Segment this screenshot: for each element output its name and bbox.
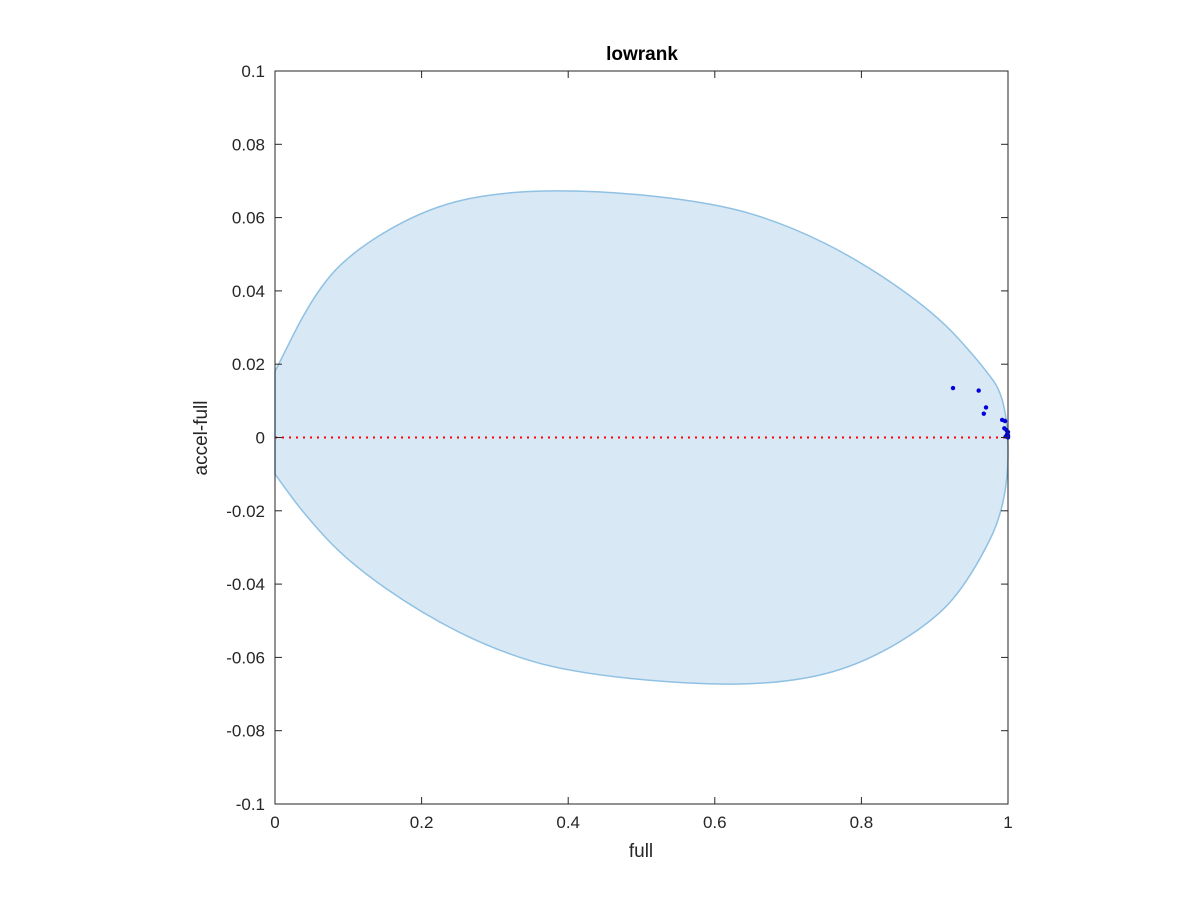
y-tick-label: -0.08 — [226, 722, 265, 741]
x-tick-label: 0.2 — [410, 813, 434, 832]
data-point — [983, 405, 989, 410]
y-tick-label: -0.02 — [226, 502, 265, 521]
chart-title: lowrank — [606, 44, 678, 65]
y-tick-label: 0.08 — [232, 135, 265, 154]
y-tick-label: 0.06 — [232, 209, 265, 228]
data-point — [950, 385, 956, 391]
y-tick-label: -0.1 — [236, 795, 265, 814]
x-tick-label: 0.8 — [850, 813, 874, 832]
y-axis-title: accel-full — [191, 401, 212, 476]
x-axis-ticks: 0 0.2 0.4 0.6 0.8 1 — [270, 71, 1013, 832]
x-tick-label: 0.6 — [703, 813, 727, 832]
y-tick-label: 0.04 — [232, 282, 265, 301]
x-tick-label: 0 — [270, 813, 279, 832]
data-point — [981, 411, 987, 416]
x-tick-label: 0.4 — [556, 813, 580, 832]
x-tick-label: 1 — [1003, 813, 1012, 832]
y-tick-label: -0.04 — [226, 575, 265, 594]
y-axis-ticks: -0.1 -0.08 -0.06 -0.04 -0.02 0 0.02 0.04 0.06 0.0… — [226, 62, 1008, 814]
y-tick-label: 0.02 — [232, 355, 265, 374]
x-axis-title: full — [629, 841, 653, 862]
y-tick-label: 0.1 — [241, 62, 265, 81]
data-point — [1002, 418, 1008, 424]
y-tick-label: -0.06 — [226, 648, 265, 667]
y-tick-label: 0 — [256, 429, 265, 448]
data-point — [976, 388, 981, 393]
